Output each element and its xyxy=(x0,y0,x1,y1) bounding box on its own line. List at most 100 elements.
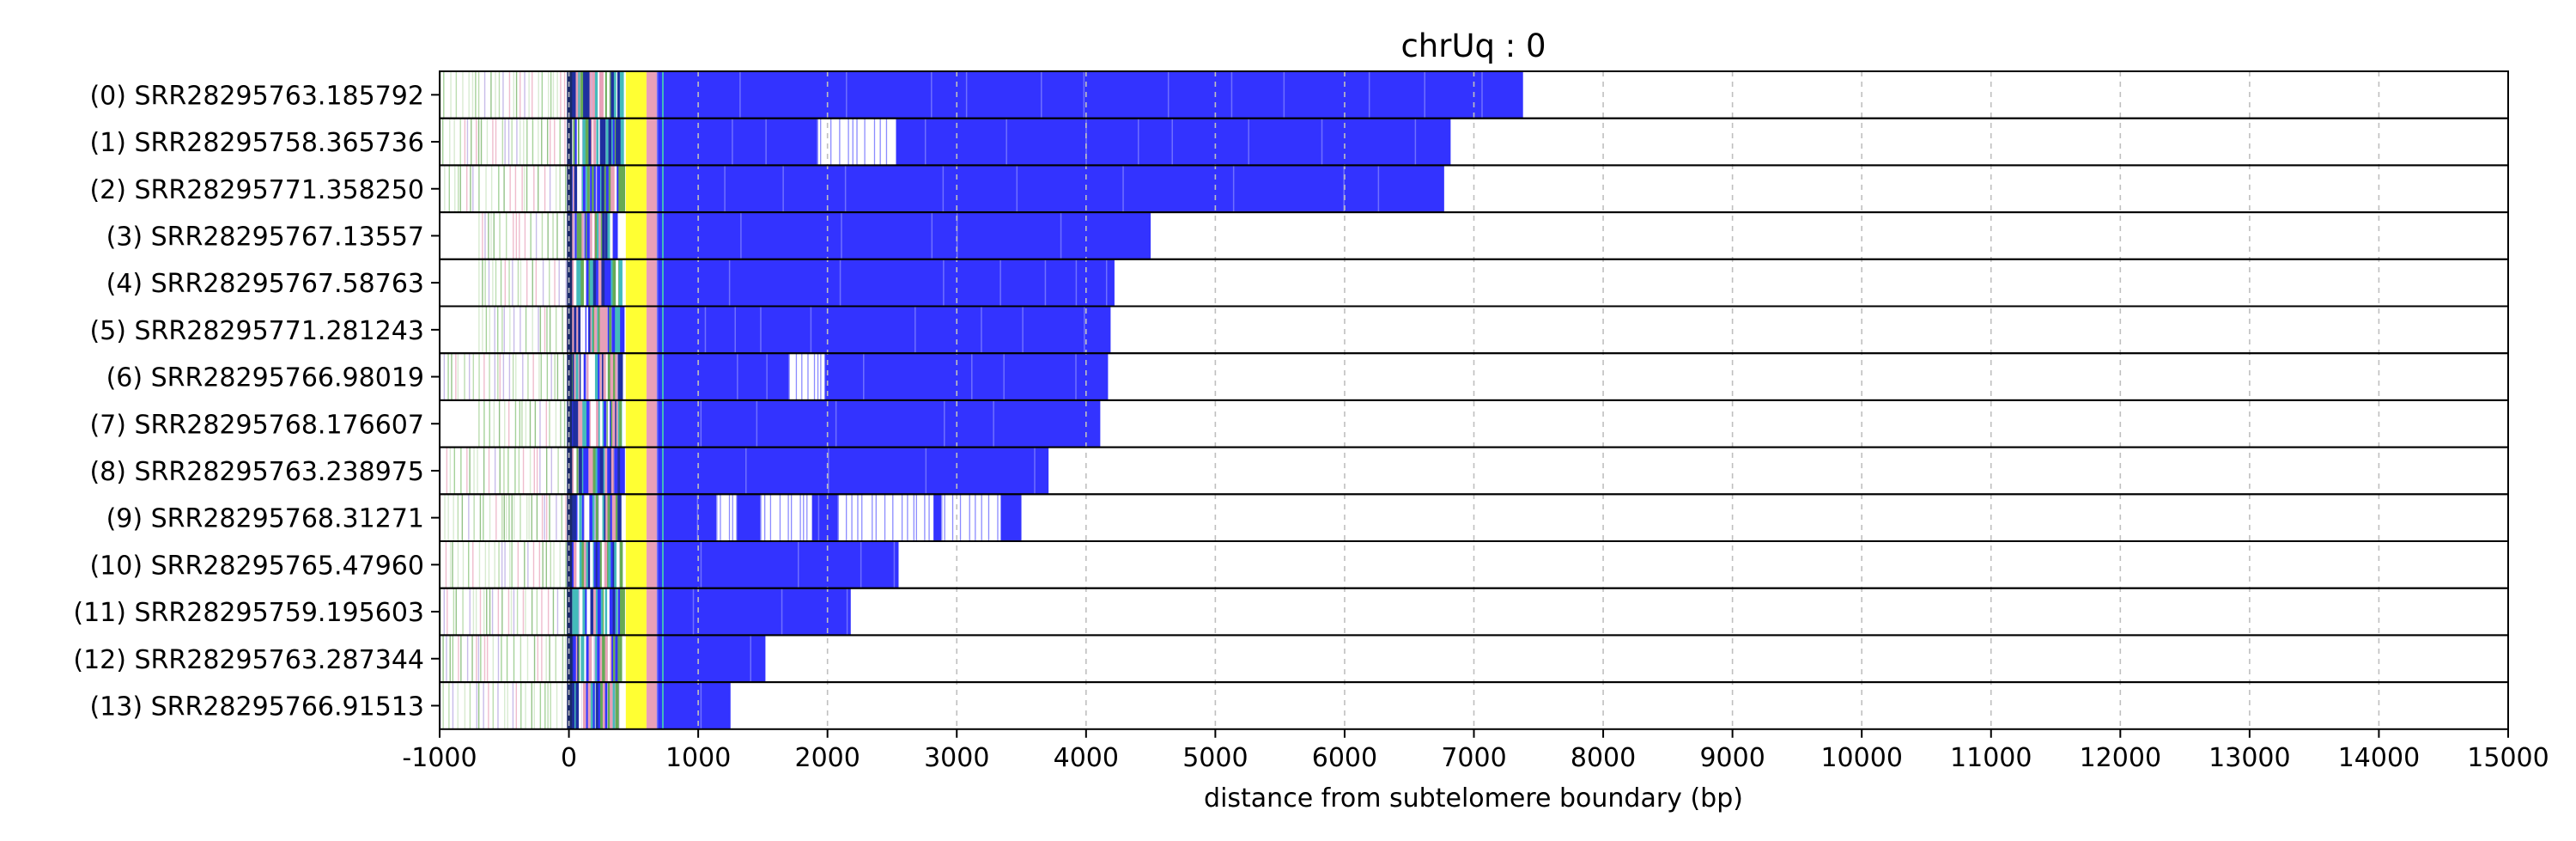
variant-stripe xyxy=(499,447,501,495)
variant-stripe xyxy=(521,165,523,213)
variant-stripe xyxy=(526,494,528,541)
variant-stripe xyxy=(599,118,605,166)
variant-stripe xyxy=(583,353,586,400)
telomere-variant-line xyxy=(1075,259,1078,307)
variant-stripe xyxy=(547,212,549,259)
variant-stripe xyxy=(528,494,530,541)
variant-stripe xyxy=(541,71,544,119)
variant-stripe xyxy=(469,447,471,495)
variant-stripe xyxy=(586,165,590,213)
variant-stripe xyxy=(549,494,550,541)
variant-stripe xyxy=(497,588,500,636)
variant-stripe xyxy=(523,118,525,166)
telomere-variant-line xyxy=(1122,165,1124,213)
variant-stripe xyxy=(442,682,444,729)
gap-variant-line xyxy=(856,118,858,166)
variant-stripe xyxy=(495,494,497,541)
variant-stripe xyxy=(509,541,511,588)
telomere-variant-line xyxy=(944,399,945,448)
variant-stripe xyxy=(601,165,607,213)
variant-stripe xyxy=(573,635,578,683)
variant-stripe xyxy=(556,682,558,729)
variant-stripe xyxy=(457,541,459,588)
variant-stripe xyxy=(618,259,623,307)
variant-stripe xyxy=(595,635,598,683)
gap-variant-line xyxy=(801,353,803,400)
variant-stripe xyxy=(605,682,608,729)
variant-stripe xyxy=(607,635,611,683)
variant-stripe xyxy=(511,541,513,588)
variant-stripe xyxy=(483,399,485,448)
variant-stripe xyxy=(507,682,508,729)
telomere-variant-line xyxy=(860,541,862,588)
chart-title: chrUq : 0 xyxy=(1400,27,1546,64)
variant-stripe xyxy=(590,541,595,588)
variant-stripe xyxy=(556,588,559,636)
variant-stripe xyxy=(545,541,548,588)
cyan-variant-line xyxy=(661,306,664,354)
variant-stripe xyxy=(609,306,612,354)
variant-stripe xyxy=(574,353,578,400)
variant-stripe xyxy=(544,165,546,213)
variant-stripe xyxy=(466,635,469,683)
variant-stripe xyxy=(472,541,474,588)
variant-stripe xyxy=(441,118,444,166)
telomere-variant-line xyxy=(942,165,945,213)
variant-stripe xyxy=(594,71,598,119)
variant-stripe xyxy=(497,682,499,729)
read-row-10 xyxy=(440,541,899,588)
variant-stripe xyxy=(584,447,588,495)
telomere-variant-line xyxy=(893,541,896,588)
variant-stripe xyxy=(464,353,465,400)
yellow-repeat-block xyxy=(625,541,647,588)
variant-stripe xyxy=(457,682,459,729)
variant-stripe xyxy=(581,494,584,541)
variant-stripe xyxy=(501,588,503,636)
telomere-variant-line xyxy=(839,259,841,307)
variant-stripe xyxy=(497,635,500,683)
telomere-repeat-block xyxy=(656,353,1109,400)
variant-stripe xyxy=(597,541,602,588)
variant-stripe xyxy=(588,588,592,636)
variant-stripe xyxy=(565,165,567,213)
variant-stripe xyxy=(580,259,585,307)
variant-stripe xyxy=(519,399,521,448)
variant-stripe xyxy=(592,635,594,683)
variant-stripe xyxy=(527,353,529,400)
variant-stripe xyxy=(589,494,595,541)
variant-stripe xyxy=(599,399,604,448)
variant-stripe xyxy=(504,682,506,729)
boundary-stripe xyxy=(567,635,573,683)
read-row-0 xyxy=(440,71,1523,119)
variant-stripe xyxy=(574,588,578,636)
variant-stripe xyxy=(532,259,533,307)
variant-stripe xyxy=(478,399,480,448)
variant-stripe xyxy=(504,399,506,448)
read-row-8 xyxy=(440,447,1049,495)
variant-stripe xyxy=(573,541,577,588)
telomere-repeat-block xyxy=(656,71,1523,119)
variant-stripe xyxy=(486,588,488,636)
variant-stripe xyxy=(592,353,596,400)
variant-stripe xyxy=(552,588,555,636)
variant-stripe xyxy=(582,399,586,448)
gap-variant-line xyxy=(787,494,789,541)
variant-stripe xyxy=(513,635,515,683)
variant-stripe xyxy=(583,71,587,119)
variant-stripe xyxy=(473,494,475,541)
variant-stripe xyxy=(615,682,618,729)
variant-stripe xyxy=(565,494,567,541)
variant-stripe xyxy=(556,353,559,400)
variant-stripe xyxy=(504,541,506,588)
variant-stripe xyxy=(443,71,445,119)
cyan-variant-line xyxy=(661,588,664,636)
read-row-5 xyxy=(478,306,1111,354)
cyan-variant-line xyxy=(661,259,664,307)
variant-stripe xyxy=(586,71,590,119)
telomere-variant-line xyxy=(656,588,659,636)
x-tick-label: 11000 xyxy=(1950,743,2032,773)
variant-stripe xyxy=(565,541,567,588)
gap-variant-line xyxy=(885,118,888,166)
read-row-6 xyxy=(440,353,1109,400)
telomere-variant-line xyxy=(756,399,758,448)
